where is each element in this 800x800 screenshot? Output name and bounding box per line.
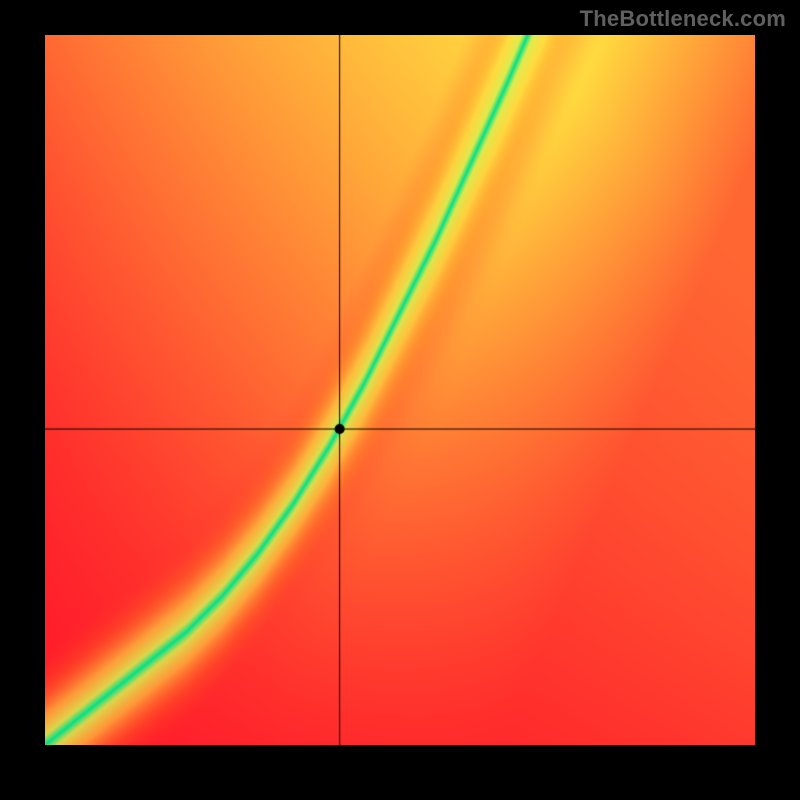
watermark-text: TheBottleneck.com [580, 6, 786, 32]
heatmap-canvas [45, 35, 755, 745]
chart-container: TheBottleneck.com [0, 0, 800, 800]
